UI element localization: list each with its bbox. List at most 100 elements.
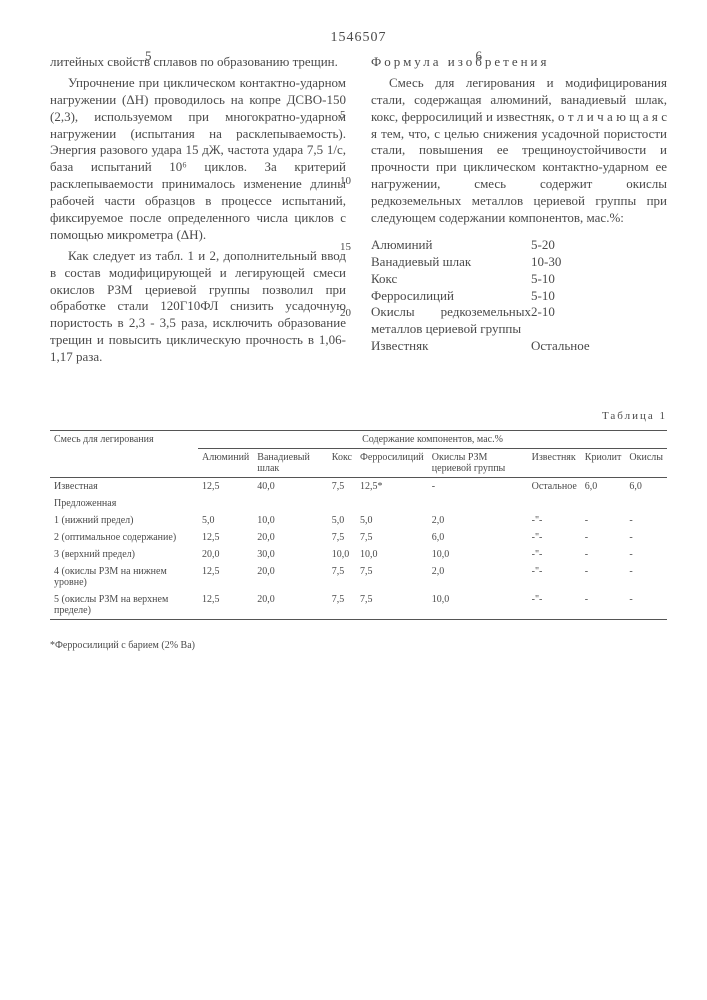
para: литейных свойств сплавов по образованию … — [50, 54, 346, 71]
col-header: Известняк — [528, 449, 581, 478]
cell: - — [625, 512, 667, 529]
col-header: Ванадиевый шлак — [253, 449, 327, 478]
cell: 12,5 — [198, 529, 253, 546]
component-row: Окислы редкоземельных металлов цериевой … — [371, 304, 667, 338]
cell: 7,5 — [356, 563, 428, 591]
cell: 7,5 — [328, 478, 356, 496]
right-column: Формула изобретения Смесь для легировани… — [371, 54, 667, 370]
component-value: 10-30 — [531, 254, 561, 271]
cell: 6,0 — [581, 478, 626, 496]
page-num-left: 5 — [145, 48, 152, 64]
cell: - — [625, 591, 667, 620]
page: 1546507 5 6 5 10 15 20 литейных свойств … — [0, 0, 707, 1000]
component-name: Окислы редкоземельных металлов цериевой … — [371, 304, 531, 338]
cell: 20,0 — [198, 546, 253, 563]
formula-title: Формула изобретения — [371, 54, 667, 71]
table-footnote: *Ферросилиций с барием (2% Ba) — [50, 640, 667, 651]
cell: -"- — [528, 512, 581, 529]
doc-number: 1546507 — [50, 30, 667, 46]
table-row: Предложенная — [50, 495, 667, 512]
page-num-right: 6 — [476, 48, 483, 64]
cell: 7,5 — [356, 591, 428, 620]
cell: 20,0 — [253, 591, 327, 620]
col-header: Окислы РЗМ цериевой группы — [428, 449, 528, 478]
cell: 20,0 — [253, 529, 327, 546]
component-name: Кокс — [371, 271, 531, 288]
cell: -"- — [528, 546, 581, 563]
cell: -"- — [528, 591, 581, 620]
col-header: Смесь для легирования — [50, 431, 198, 478]
cell: 5,0 — [356, 512, 428, 529]
table-row: Известная 12,5 40,0 7,5 12,5* - Остально… — [50, 478, 667, 496]
cell: 10,0 — [356, 546, 428, 563]
component-name: Ванадиевый шлак — [371, 254, 531, 271]
cell: 7,5 — [328, 591, 356, 620]
row-label: Предложенная — [50, 495, 198, 512]
cell: 20,0 — [253, 563, 327, 591]
table-caption: Таблица 1 — [50, 410, 667, 422]
cell: - — [581, 546, 626, 563]
cell: 5,0 — [328, 512, 356, 529]
table-row: 2 (оптимальное содержание) 12,5 20,0 7,5… — [50, 529, 667, 546]
cell: - — [428, 478, 528, 496]
table-row: 5 (окислы РЗМ на верхнем пределе) 12,5 2… — [50, 591, 667, 620]
line-marker: 10 — [340, 176, 351, 187]
cell: Остальное — [528, 478, 581, 496]
col-header: Окислы — [625, 449, 667, 478]
para: Как следует из табл. 1 и 2, дополнительн… — [50, 248, 346, 366]
cell: 7,5 — [328, 563, 356, 591]
row-label: 4 (окислы РЗМ на нижнем уровне) — [50, 563, 198, 591]
col-header: Алюминий — [198, 449, 253, 478]
row-label: Известная — [50, 478, 198, 496]
cell: 7,5 — [328, 529, 356, 546]
line-marker: 15 — [340, 242, 351, 253]
line-marker: 20 — [340, 308, 351, 319]
left-column: литейных свойств сплавов по образованию … — [50, 54, 346, 370]
cell: -"- — [528, 563, 581, 591]
col-header: Криолит — [581, 449, 626, 478]
component-row: ИзвестнякОстальное — [371, 338, 667, 355]
cell: 12,5 — [198, 478, 253, 496]
cell: 10,0 — [428, 546, 528, 563]
component-row: Кокс5-10 — [371, 271, 667, 288]
cell: 7,5 — [356, 529, 428, 546]
cell: 12,5 — [198, 563, 253, 591]
cell: 12,5 — [198, 591, 253, 620]
component-row: Ванадиевый шлак10-30 — [371, 254, 667, 271]
component-row: Алюминий5-20 — [371, 237, 667, 254]
cell: 40,0 — [253, 478, 327, 496]
table-row: 1 (нижний предел) 5,0 10,0 5,0 5,0 2,0 -… — [50, 512, 667, 529]
row-label: 1 (нижний предел) — [50, 512, 198, 529]
row-label: 2 (оптимальное содержание) — [50, 529, 198, 546]
component-value: 5-10 — [531, 288, 555, 305]
cell: 2,0 — [428, 512, 528, 529]
cell: 5,0 — [198, 512, 253, 529]
para: Смесь для легирования и модифицирования … — [371, 75, 667, 227]
cell: 10,0 — [328, 546, 356, 563]
para: Упрочнение при циклическом контактно-уда… — [50, 75, 346, 244]
body-columns: литейных свойств сплавов по образованию … — [50, 54, 667, 370]
group-header: Содержание компонентов, мас.% — [198, 431, 667, 449]
cell: 10,0 — [253, 512, 327, 529]
component-name: Алюминий — [371, 237, 531, 254]
row-label: 5 (окислы РЗМ на верхнем пределе) — [50, 591, 198, 620]
cell: - — [625, 546, 667, 563]
cell: 2,0 — [428, 563, 528, 591]
cell: - — [581, 512, 626, 529]
row-label: 3 (верхний предел) — [50, 546, 198, 563]
cell: 6,0 — [625, 478, 667, 496]
component-value: 5-20 — [531, 237, 555, 254]
table-row: 4 (окислы РЗМ на нижнем уровне) 12,5 20,… — [50, 563, 667, 591]
cell: - — [625, 529, 667, 546]
cell: 6,0 — [428, 529, 528, 546]
line-marker: 5 — [340, 110, 346, 121]
component-value: 5-10 — [531, 271, 555, 288]
components-list: Алюминий5-20 Ванадиевый шлак10-30 Кокс5-… — [371, 237, 667, 355]
cell: -"- — [528, 529, 581, 546]
cell: - — [581, 591, 626, 620]
cell: - — [625, 563, 667, 591]
data-table: Смесь для легирования Содержание компоне… — [50, 430, 667, 620]
cell: 30,0 — [253, 546, 327, 563]
cell: 10,0 — [428, 591, 528, 620]
component-name: Известняк — [371, 338, 531, 355]
